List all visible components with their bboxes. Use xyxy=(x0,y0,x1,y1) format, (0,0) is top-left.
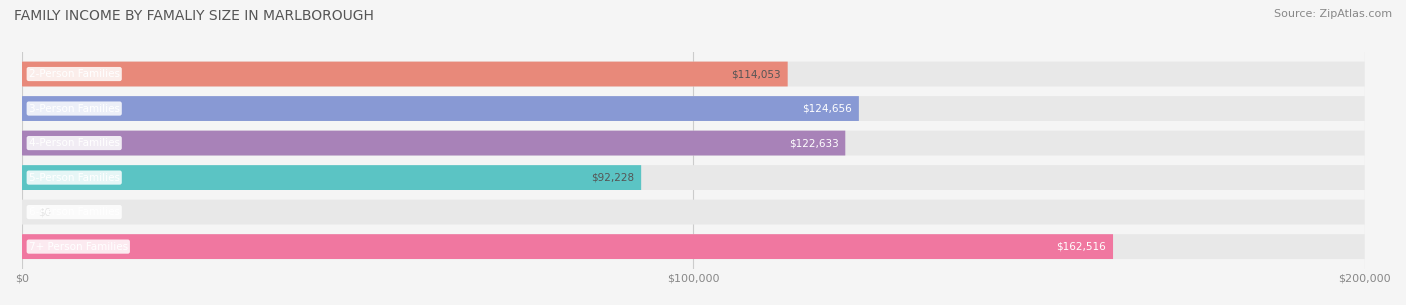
FancyBboxPatch shape xyxy=(22,200,1365,224)
FancyBboxPatch shape xyxy=(22,234,1365,259)
Text: $114,053: $114,053 xyxy=(731,69,780,79)
Text: 6-Person Families: 6-Person Families xyxy=(28,207,120,217)
FancyBboxPatch shape xyxy=(22,165,641,190)
FancyBboxPatch shape xyxy=(22,96,1365,121)
Text: Source: ZipAtlas.com: Source: ZipAtlas.com xyxy=(1274,9,1392,19)
Text: 5-Person Families: 5-Person Families xyxy=(28,173,120,183)
Text: $162,516: $162,516 xyxy=(1056,242,1107,252)
Text: $124,656: $124,656 xyxy=(803,104,852,113)
Text: 2-Person Families: 2-Person Families xyxy=(28,69,120,79)
Text: $122,633: $122,633 xyxy=(789,138,838,148)
Text: FAMILY INCOME BY FAMALIY SIZE IN MARLBOROUGH: FAMILY INCOME BY FAMALIY SIZE IN MARLBOR… xyxy=(14,9,374,23)
Text: $92,228: $92,228 xyxy=(592,173,634,183)
Text: 7+ Person Families: 7+ Person Families xyxy=(28,242,128,252)
FancyBboxPatch shape xyxy=(22,131,845,156)
FancyBboxPatch shape xyxy=(22,131,1365,156)
FancyBboxPatch shape xyxy=(22,165,1365,190)
Text: $0: $0 xyxy=(38,207,51,217)
FancyBboxPatch shape xyxy=(22,62,1365,86)
Text: 3-Person Families: 3-Person Families xyxy=(28,104,120,113)
FancyBboxPatch shape xyxy=(22,234,1114,259)
FancyBboxPatch shape xyxy=(22,96,859,121)
Text: 4-Person Families: 4-Person Families xyxy=(28,138,120,148)
FancyBboxPatch shape xyxy=(22,62,787,86)
